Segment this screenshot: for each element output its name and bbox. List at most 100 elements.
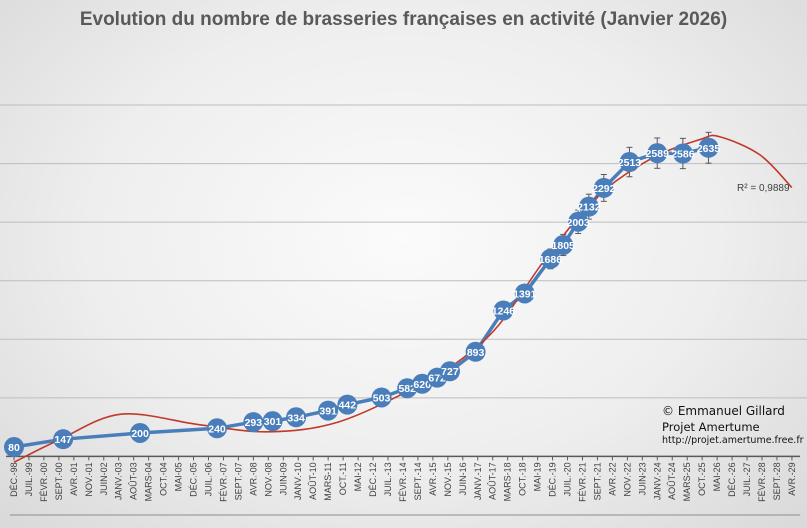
data-point — [568, 211, 589, 232]
x-tick-label: SEPT.-21 — [592, 462, 602, 500]
x-tick-label: MARS-25 — [682, 462, 692, 501]
x-tick-label: JUIL.-27 — [742, 462, 752, 496]
x-tick-label: FÉVR.-21 — [577, 462, 587, 502]
data-label: 2635 — [697, 143, 721, 155]
data-point — [698, 137, 719, 158]
r-squared-label: R² = 0,9889 — [737, 183, 790, 194]
x-tick-label: JUIL.-99 — [24, 462, 34, 496]
data-label: 240 — [208, 423, 226, 435]
data-point — [540, 248, 561, 269]
data-label: 727 — [441, 366, 459, 378]
x-tick-label: DÉC.-12 — [368, 462, 378, 497]
x-tick-label: SEPT.-28 — [772, 462, 782, 500]
data-label: 1805 — [552, 240, 576, 252]
data-label: 2003 — [566, 217, 590, 229]
x-tick-label: JANV.-17 — [473, 462, 483, 500]
x-tick-label: AVR.-01 — [69, 462, 79, 495]
data-point — [593, 177, 614, 198]
x-tick-label: SEPT.-14 — [413, 462, 423, 500]
data-point — [130, 422, 151, 443]
x-tick-label: OCT.-04 — [159, 462, 169, 496]
data-point — [553, 234, 574, 255]
data-label: 293 — [245, 417, 263, 429]
data-point — [4, 437, 24, 458]
data-point — [318, 400, 339, 421]
x-tick-label: JUIL.-13 — [383, 462, 393, 496]
data-label: 2586 — [671, 148, 695, 160]
x-tick-label: OCT.-18 — [518, 462, 528, 496]
data-label: 503 — [373, 392, 391, 404]
credit-author: © Emmanuel Gillard — [662, 404, 785, 418]
x-tick-label: FÉVR.-14 — [398, 462, 408, 502]
x-tick-label: DÉC.-26 — [727, 462, 737, 497]
x-tick-label: JANV.-24 — [652, 462, 662, 500]
data-label: 620 — [413, 379, 431, 391]
x-tick-label: FÉVR.-00 — [39, 462, 49, 502]
x-tick-label: JUIN-16 — [458, 462, 468, 495]
credit-url: http://projet.amertume.free.fr — [662, 435, 804, 446]
x-tick-label: SEPT.-07 — [233, 462, 243, 500]
data-point — [619, 152, 640, 173]
data-point — [578, 196, 599, 217]
data-point — [371, 387, 392, 408]
data-label: 301 — [264, 416, 282, 428]
data-point — [243, 412, 264, 433]
x-tick-label: NOV.-01 — [84, 462, 94, 496]
x-tick-label: SEPT.-00 — [54, 462, 64, 500]
x-tick-label: NOV.-08 — [263, 462, 273, 496]
x-tick-label: AOÛT-24 — [667, 462, 677, 500]
x-tick-label: JUIN-09 — [278, 462, 288, 495]
x-tick-label: AVR.-08 — [248, 462, 258, 495]
x-tick-label: JANV.-03 — [114, 462, 124, 500]
x-tick-label: MAI-05 — [174, 462, 184, 491]
data-label: 391 — [319, 406, 337, 418]
x-tick-label: MARS-04 — [144, 462, 154, 501]
data-label: 334 — [287, 412, 305, 424]
x-tick-label: DÉC.-19 — [548, 462, 558, 497]
data-label: 1686 — [539, 254, 563, 266]
data-point — [262, 411, 283, 432]
x-tick-label: JUIN-02 — [99, 462, 109, 495]
data-point — [514, 283, 535, 304]
x-tick-label: AOÛT-10 — [308, 462, 318, 500]
data-label: 442 — [339, 400, 357, 412]
x-tick-label: MAI-19 — [533, 462, 543, 491]
x-tick-label: MARS-18 — [503, 462, 513, 501]
x-tick-label: FÉVR.-07 — [218, 462, 228, 502]
data-label: 80 — [8, 442, 20, 454]
x-tick-label: JUIL.-06 — [203, 462, 213, 496]
chart-title: Evolution du nombre de brasseries frança… — [79, 9, 728, 30]
x-tick-label: AVR.-29 — [787, 462, 797, 495]
x-tick-label: AVR.-15 — [428, 462, 438, 495]
data-label: 2292 — [592, 183, 616, 195]
data-label: 147 — [54, 434, 72, 446]
x-tick-label: MARS-11 — [323, 462, 333, 500]
x-tick-label: MAI-12 — [353, 462, 363, 491]
data-point — [207, 418, 228, 439]
x-tick-label: NOV.-22 — [622, 462, 632, 496]
x-tick-label: NOV.-15 — [443, 462, 453, 496]
data-label: 2132 — [577, 202, 601, 214]
data-label: 1246 — [492, 305, 516, 317]
x-tick-label: AVR.-22 — [607, 462, 617, 495]
x-tick-label: AOÛT-03 — [129, 462, 139, 500]
x-tick-label: JUIN-23 — [637, 462, 647, 495]
data-label: 1391 — [513, 288, 537, 300]
data-point — [465, 341, 486, 362]
data-point — [439, 361, 460, 382]
data-point — [53, 429, 74, 450]
data-label: 893 — [467, 347, 485, 359]
data-point — [337, 394, 358, 415]
x-tick-label: MAI-26 — [712, 462, 722, 491]
data-point — [647, 143, 668, 164]
data-label: 582 — [398, 383, 416, 395]
data-label: 200 — [131, 428, 149, 440]
data-point — [672, 143, 693, 164]
credit-project: Projet Amertume — [662, 420, 760, 434]
data-point — [493, 300, 514, 321]
x-tick-label: JANV.-10 — [293, 462, 303, 500]
x-tick-label: AOÛT-17 — [488, 462, 498, 500]
x-tick-label: DÉC.-98 — [9, 462, 19, 497]
x-tick-label: JUIL.-20 — [563, 462, 573, 496]
